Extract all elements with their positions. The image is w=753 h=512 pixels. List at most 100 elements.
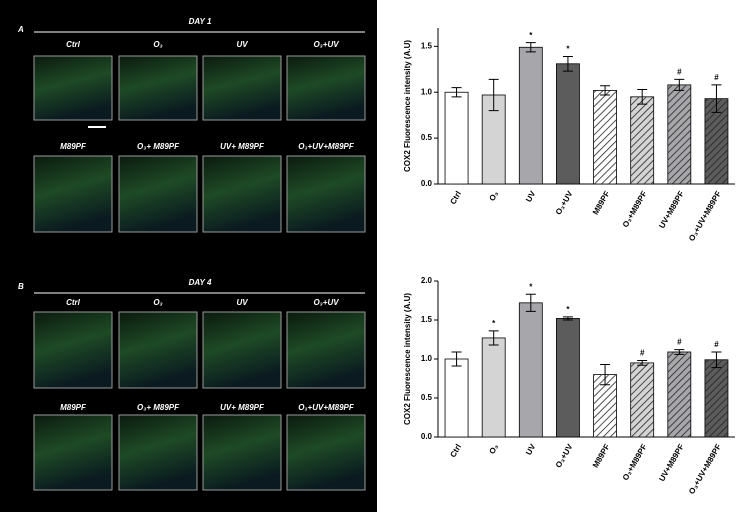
condition-label: UV+ M89PF <box>220 142 265 151</box>
condition-label: O₃ <box>153 40 162 49</box>
condition-label: UV <box>236 298 248 307</box>
x-tick-label: Ctrl <box>448 443 463 459</box>
error-bar <box>488 78 499 112</box>
significance-marker: * <box>566 45 570 54</box>
significance-marker: * <box>566 305 570 314</box>
micrograph <box>286 311 366 389</box>
condition-label: Ctrl <box>66 298 81 307</box>
bar-hatch <box>593 90 617 184</box>
micrograph <box>118 414 198 491</box>
significance-marker: # <box>677 338 682 347</box>
y-tick-label: 0.0 <box>421 432 433 441</box>
micrograph <box>286 155 366 233</box>
y-tick-label: 0.5 <box>421 393 433 402</box>
bar <box>518 302 543 438</box>
error-bar <box>451 87 462 98</box>
error-bar <box>525 293 536 312</box>
micrograph <box>118 311 198 389</box>
bar <box>556 318 580 438</box>
error-bar <box>562 316 573 321</box>
x-tick-label: O₃+UV+M89PF <box>687 189 723 242</box>
error-bar <box>525 42 536 53</box>
error-bar <box>637 360 648 366</box>
micrograph <box>202 414 282 491</box>
condition-label: O₃+UV+M89PF <box>298 142 355 151</box>
bar-hatch <box>593 374 617 437</box>
significance-marker: # <box>714 340 719 349</box>
x-tick-label: O₃+UV <box>554 189 575 216</box>
x-tick-label: O₃ <box>487 442 500 455</box>
x-tick-label: O₃+UV+M89PF <box>687 442 723 495</box>
significance-marker: # <box>677 67 682 76</box>
error-bar <box>451 351 462 367</box>
bar-hatch <box>667 84 691 184</box>
bar-hatch <box>630 96 654 184</box>
error-bar <box>600 363 611 386</box>
error-bar <box>600 85 611 96</box>
error-bar <box>637 88 648 105</box>
panel-letter: A <box>17 25 24 34</box>
x-tick-label: O₃ <box>487 189 500 202</box>
panel-letter: B <box>18 282 24 291</box>
condition-label: M89PF <box>60 142 87 151</box>
condition-label: O₃+UV <box>313 40 339 49</box>
y-tick-label: 1.0 <box>421 87 433 96</box>
x-tick-label: M89PF <box>591 442 612 469</box>
day-label: DAY 1 <box>189 17 212 26</box>
condition-label: O₃+ M89PF <box>137 142 180 151</box>
x-tick-label: Ctrl <box>448 190 463 206</box>
bar <box>556 63 580 185</box>
significance-marker: * <box>492 319 496 328</box>
significance-marker: * <box>529 282 533 291</box>
day-label: DAY 4 <box>189 278 212 287</box>
micrograph <box>33 155 113 233</box>
error-bar <box>711 84 722 113</box>
micrograph <box>118 155 198 233</box>
bar <box>444 358 469 438</box>
y-tick-label: 0.0 <box>421 179 433 188</box>
y-axis-label: COX2 Fluorescence intensity (A.U) <box>403 293 412 425</box>
significance-marker: # <box>714 73 719 82</box>
x-tick-label: M89PF <box>591 189 612 216</box>
micrograph <box>202 55 282 121</box>
condition-label: O₃+UV+M89PF <box>298 403 355 412</box>
micrograph <box>118 55 198 121</box>
error-bar <box>711 351 722 369</box>
micrograph <box>33 55 113 121</box>
bar-hatch <box>667 351 691 437</box>
y-axis-label: COX2 Fluorescence intensity (A.U) <box>403 40 412 172</box>
bar <box>518 46 543 185</box>
x-tick-label: UV+M89PF <box>657 442 686 483</box>
x-tick-label: O₃+M89PF <box>621 442 649 482</box>
error-bar <box>674 349 685 355</box>
significance-marker: * <box>529 31 533 40</box>
x-tick-label: UV <box>524 442 538 457</box>
x-tick-label: UV+M89PF <box>657 189 686 230</box>
micrograph <box>202 311 282 389</box>
micrograph <box>286 55 366 121</box>
micrograph <box>286 414 366 491</box>
condition-label: UV <box>236 40 248 49</box>
condition-label: O₃+UV <box>313 298 339 307</box>
x-tick-label: O₃+UV <box>554 442 575 469</box>
micrograph <box>33 414 113 491</box>
y-tick-label: 1.5 <box>421 315 433 324</box>
y-tick-label: 0.5 <box>421 133 433 142</box>
bar-hatch <box>704 98 728 184</box>
error-bar <box>674 78 685 91</box>
y-tick-label: 1.5 <box>421 41 433 50</box>
bar <box>481 337 506 438</box>
x-tick-label: UV <box>524 189 538 204</box>
error-bar <box>488 330 499 346</box>
condition-label: Ctrl <box>66 40 81 49</box>
y-tick-label: 1.0 <box>421 354 433 363</box>
x-tick-label: O₃+M89PF <box>621 189 649 229</box>
micrograph <box>202 155 282 233</box>
y-tick-label: 2.0 <box>421 276 433 285</box>
bar-hatch <box>630 362 654 437</box>
micrograph <box>33 311 113 389</box>
bar <box>444 91 469 185</box>
condition-label: UV+ M89PF <box>220 403 265 412</box>
bar-hatch <box>704 359 728 437</box>
